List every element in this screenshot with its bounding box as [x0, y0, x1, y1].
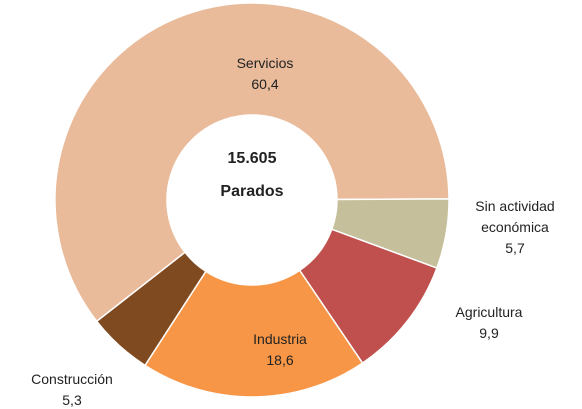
- slice-label: Construcción: [31, 371, 113, 387]
- slice-label: Agricultura: [455, 304, 523, 320]
- center-total: 15.605: [227, 150, 277, 167]
- slice: [143, 269, 364, 398]
- slice-value: 5,7: [505, 240, 525, 256]
- slice-value: 9,9: [479, 325, 499, 341]
- slice-label: Servicios: [236, 55, 294, 71]
- slice: [95, 251, 207, 367]
- slice: [54, 2, 450, 323]
- slice-value: 5,3: [62, 392, 82, 408]
- slice-label: Industria: [253, 331, 307, 347]
- center-caption: Parados: [220, 183, 284, 200]
- slice-value: 60,4: [251, 76, 279, 92]
- slice-label: Sin actividad económica: [475, 198, 555, 235]
- slice-value: 18,6: [266, 352, 294, 368]
